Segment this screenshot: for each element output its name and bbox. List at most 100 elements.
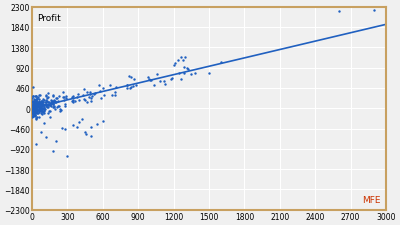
Point bbox=[37, 109, 44, 112]
Point bbox=[74, 96, 80, 99]
Point bbox=[36, 109, 43, 113]
Point bbox=[30, 113, 36, 117]
Point bbox=[36, 110, 42, 114]
Point bbox=[44, 100, 51, 104]
Point bbox=[82, 99, 89, 102]
Point bbox=[168, 78, 174, 81]
Point bbox=[100, 93, 107, 97]
Point bbox=[29, 105, 36, 109]
Point bbox=[39, 110, 45, 114]
Point bbox=[33, 112, 40, 115]
Point bbox=[30, 94, 36, 98]
Point bbox=[32, 113, 39, 117]
Point bbox=[30, 113, 37, 117]
Point bbox=[45, 92, 51, 95]
Point bbox=[371, 9, 378, 13]
Point bbox=[37, 94, 43, 98]
Point bbox=[30, 115, 37, 118]
Point bbox=[31, 110, 38, 113]
Point bbox=[32, 142, 39, 146]
Point bbox=[48, 105, 54, 108]
Point bbox=[30, 106, 37, 110]
Point bbox=[94, 122, 100, 126]
Point bbox=[30, 103, 37, 107]
Point bbox=[39, 107, 46, 110]
Point bbox=[31, 108, 37, 112]
Point bbox=[34, 108, 40, 112]
Point bbox=[33, 110, 40, 113]
Point bbox=[29, 97, 35, 101]
Point bbox=[29, 100, 36, 103]
Point bbox=[56, 105, 62, 108]
Point bbox=[62, 102, 68, 106]
Point bbox=[38, 110, 44, 113]
Point bbox=[107, 84, 113, 88]
Point bbox=[151, 83, 157, 87]
Point bbox=[31, 101, 37, 104]
Point bbox=[40, 103, 46, 106]
Point bbox=[39, 104, 45, 108]
Point bbox=[30, 101, 36, 104]
Point bbox=[75, 92, 81, 96]
Point bbox=[33, 106, 39, 109]
Point bbox=[124, 84, 130, 88]
Point bbox=[37, 102, 43, 106]
Point bbox=[32, 107, 39, 111]
Point bbox=[30, 111, 37, 115]
Point bbox=[49, 100, 56, 104]
Point bbox=[51, 105, 58, 108]
Point bbox=[38, 101, 45, 104]
Point bbox=[50, 103, 56, 106]
Point bbox=[63, 97, 69, 101]
Point bbox=[88, 134, 94, 138]
Point bbox=[38, 102, 44, 106]
Point bbox=[32, 111, 38, 115]
Point bbox=[30, 103, 36, 107]
Point bbox=[50, 101, 56, 104]
Point bbox=[72, 99, 78, 103]
Point bbox=[32, 104, 38, 107]
Point bbox=[40, 104, 47, 108]
Point bbox=[42, 102, 49, 106]
Point bbox=[44, 106, 50, 109]
Point bbox=[33, 117, 40, 120]
Point bbox=[32, 102, 38, 105]
Point bbox=[32, 95, 38, 99]
Point bbox=[157, 80, 163, 83]
Point bbox=[38, 104, 44, 108]
Point bbox=[42, 101, 48, 104]
Point bbox=[48, 102, 54, 106]
Point bbox=[30, 95, 36, 99]
Point bbox=[33, 109, 39, 112]
Point bbox=[32, 99, 38, 103]
Point bbox=[32, 104, 38, 108]
Point bbox=[54, 105, 60, 109]
Point bbox=[34, 104, 40, 108]
Point bbox=[40, 106, 47, 110]
Point bbox=[32, 108, 39, 112]
Point bbox=[69, 95, 76, 99]
Point bbox=[31, 114, 38, 117]
Point bbox=[44, 112, 51, 115]
Point bbox=[91, 93, 97, 97]
Point bbox=[29, 110, 36, 114]
Point bbox=[56, 95, 62, 99]
Point bbox=[32, 100, 39, 104]
Point bbox=[36, 108, 42, 112]
Point bbox=[192, 72, 198, 76]
Point bbox=[36, 101, 42, 105]
Point bbox=[128, 75, 134, 79]
Point bbox=[31, 106, 37, 109]
Point bbox=[48, 100, 54, 104]
Point bbox=[62, 94, 69, 98]
Point bbox=[33, 117, 39, 121]
Point bbox=[47, 110, 53, 113]
Point bbox=[60, 91, 66, 94]
Point bbox=[36, 97, 42, 101]
Point bbox=[30, 111, 36, 114]
Point bbox=[43, 94, 50, 97]
Point bbox=[47, 103, 53, 107]
Point bbox=[33, 110, 40, 114]
Point bbox=[38, 112, 44, 115]
Point bbox=[29, 107, 35, 110]
